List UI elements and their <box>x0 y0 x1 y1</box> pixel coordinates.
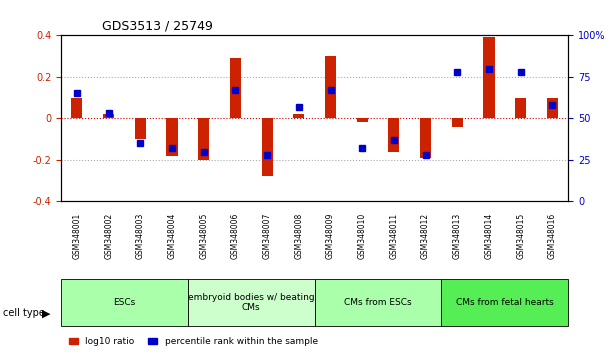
Bar <box>547 98 558 118</box>
Text: GSM348006: GSM348006 <box>231 213 240 259</box>
Text: GSM348002: GSM348002 <box>104 213 113 259</box>
Bar <box>325 56 336 118</box>
Bar <box>389 118 400 152</box>
Text: GSM348009: GSM348009 <box>326 213 335 259</box>
FancyBboxPatch shape <box>441 279 568 326</box>
Bar <box>103 114 114 118</box>
FancyBboxPatch shape <box>61 279 188 326</box>
Bar <box>420 118 431 158</box>
Text: GSM348010: GSM348010 <box>357 213 367 259</box>
FancyBboxPatch shape <box>315 279 441 326</box>
Text: GSM348003: GSM348003 <box>136 213 145 259</box>
Text: embryoid bodies w/ beating
CMs: embryoid bodies w/ beating CMs <box>188 293 315 312</box>
Text: GSM348008: GSM348008 <box>295 213 303 259</box>
Bar <box>452 118 463 127</box>
Text: GSM348015: GSM348015 <box>516 213 525 259</box>
FancyBboxPatch shape <box>188 279 315 326</box>
Bar <box>293 114 304 118</box>
Text: GSM348005: GSM348005 <box>199 213 208 259</box>
Bar <box>230 58 241 118</box>
Bar <box>166 118 178 156</box>
Text: ESCs: ESCs <box>114 298 136 307</box>
Text: GSM348012: GSM348012 <box>421 213 430 259</box>
Text: ▶: ▶ <box>42 308 50 318</box>
Text: GSM348011: GSM348011 <box>389 213 398 259</box>
Bar <box>357 118 368 122</box>
Text: cell type: cell type <box>3 308 45 318</box>
Bar <box>262 118 273 176</box>
Text: CMs from fetal hearts: CMs from fetal hearts <box>456 298 554 307</box>
Bar <box>135 118 146 139</box>
Text: GSM348001: GSM348001 <box>73 213 81 259</box>
Text: GSM348014: GSM348014 <box>485 213 494 259</box>
Legend: log10 ratio, percentile rank within the sample: log10 ratio, percentile rank within the … <box>65 333 321 350</box>
Text: GSM348007: GSM348007 <box>263 213 272 259</box>
Text: GDS3513 / 25749: GDS3513 / 25749 <box>101 20 213 33</box>
Text: GSM348013: GSM348013 <box>453 213 462 259</box>
Bar <box>198 118 210 160</box>
Text: CMs from ESCs: CMs from ESCs <box>344 298 412 307</box>
Bar <box>483 38 494 118</box>
Text: GSM348004: GSM348004 <box>167 213 177 259</box>
Text: GSM348016: GSM348016 <box>548 213 557 259</box>
Bar <box>71 98 82 118</box>
Bar <box>515 98 526 118</box>
